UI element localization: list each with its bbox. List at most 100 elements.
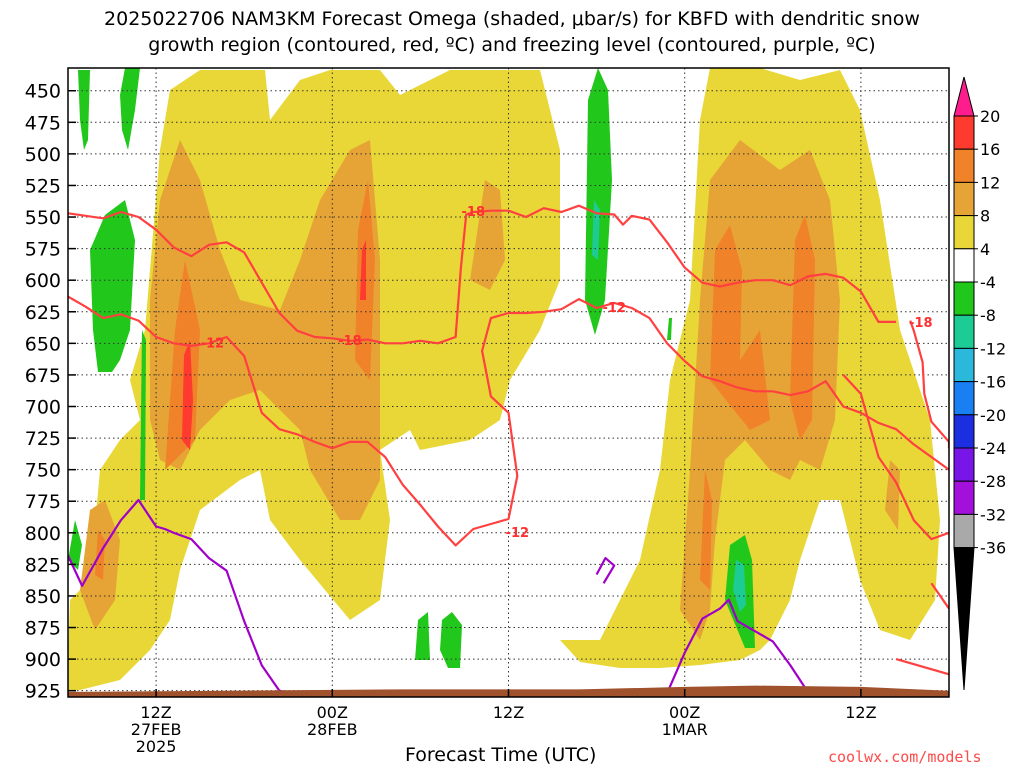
colorbar-swatch [953,414,975,449]
y-tick-label: 650 [25,333,61,355]
contour-labels: -18 -12 -12 -18 -12 -18 [201,205,933,541]
colorbar-label: -28 [980,472,1006,491]
contour-label: -18 [338,334,362,349]
y-tick-label: 775 [25,491,61,513]
dgz-contour-line [68,204,897,345]
omega-region-positive [885,460,900,530]
omega-region-negative [592,200,600,260]
y-tick-label: 725 [25,428,61,450]
omega-region-positive [150,140,380,520]
colorbar-swatch [953,480,975,515]
chart-title-line-2: growth region (contoured, red, ºC) and f… [148,34,876,56]
omega-region-positive [790,215,815,440]
colorbar-label: 4 [980,240,990,259]
y-tick-label: 825 [25,554,61,576]
y-tick-label: 900 [25,649,61,671]
y-tick-label: 525 [25,175,61,197]
omega-region-positive [700,470,712,590]
omega-region-negative [667,318,672,340]
contour-label: -12 [201,336,225,351]
omega-region-negative [415,612,430,660]
omega-region-negative [440,612,462,668]
x-tick-label: 12Z [845,703,876,722]
colorbar: 20 16 12 8 4 -4 -8 -12 -16 -20 -24 -28 -32 -36 [953,76,1006,691]
colorbar-swatch [953,281,975,316]
omega-region-negative [733,560,746,612]
colorbar-label: -12 [980,339,1006,358]
chart-title-line-1: 2025022706 NAM3KM Forecast Omega (shaded… [104,8,920,30]
omega-region-positive [710,225,770,430]
y-tick-label: 875 [25,618,61,640]
colorbar-label: -24 [980,439,1006,458]
colorbar-swatch [953,447,975,482]
omega-region-positive [360,240,366,300]
contour-label: -12 [506,526,530,541]
contour-label: -12 [602,301,626,316]
dgz-contour-line [909,320,949,449]
x-tick-label: 00Z [317,703,348,722]
colorbar-label: 20 [980,107,1000,126]
dgz-contour-line [68,295,949,547]
freezing-level-contour-line [666,598,806,694]
colorbar-swatch [953,215,975,250]
colorbar-swatch [953,513,975,549]
y-tick-label: 925 [25,681,61,703]
omega-region-negative [140,330,146,500]
x-tick-label: 28FEB [307,720,358,739]
y-tick-label: 550 [25,207,61,229]
colorbar-cap-bottom [953,547,975,691]
omega-region-negative [120,68,140,150]
colorbar-swatch [953,347,975,383]
omega-region-negative [78,70,90,150]
colorbar-swatch [953,381,975,416]
colorbar-label: 12 [980,173,1000,192]
contour-label: -18 [462,205,486,220]
y-tick-label: 450 [25,81,61,103]
colorbar-label: -20 [980,406,1006,425]
x-tick-label: 27FEB [131,720,182,739]
y-tick-label: 475 [25,112,61,134]
omega-region-negative [90,200,135,372]
colorbar-label: -32 [980,505,1006,524]
colorbar-swatch [953,148,975,183]
colorbar-label: -16 [980,373,1006,392]
x-tick-label: 12Z [493,703,524,722]
dgz-contour-line [842,374,949,541]
y-tick-label: 700 [25,396,61,418]
colorbar-label: -8 [980,306,996,325]
y-tick-label: 800 [25,523,61,545]
dgz-contour-line [895,658,949,676]
colorbar-swatch [953,181,975,217]
y-tick-label: 675 [25,365,61,387]
omega-region-positive [182,340,193,450]
colorbar-label: 16 [980,140,1000,159]
y-axis: 450 475 500 525 550 575 600 625 650 675 700 725 750 7… [25,81,76,703]
omega-region-negative [585,68,612,335]
x-tick-label: 1MAR [662,720,708,739]
colorbar-label: 8 [980,207,990,226]
y-tick-label: 850 [25,586,61,608]
y-tick-label: 625 [25,302,61,324]
x-tick-label: 00Z [669,703,700,722]
y-tick-label: 575 [25,239,61,261]
y-tick-label: 500 [25,144,61,166]
freezing-level-contour-line [68,498,315,697]
x-tick-label: 12Z [140,703,171,722]
x-axis-title: Forecast Time (UTC) [405,744,597,766]
contour-label: -18 [909,316,933,331]
colorbar-label: -36 [980,539,1006,558]
dendritic-growth-contours [68,204,949,676]
y-tick-label: 750 [25,460,61,482]
colorbar-swatch [953,115,975,150]
site-credit: coolwx.com/models [828,748,982,766]
omega-region-positive [470,180,505,290]
omega-shading [68,68,940,690]
dgz-contour-line [930,582,949,610]
colorbar-label: -4 [980,273,996,292]
colorbar-swatch [953,248,975,283]
freezing-level-contour-line [595,557,616,584]
x-tick-label: 2025 [136,737,177,756]
colorbar-swatch [953,314,975,349]
